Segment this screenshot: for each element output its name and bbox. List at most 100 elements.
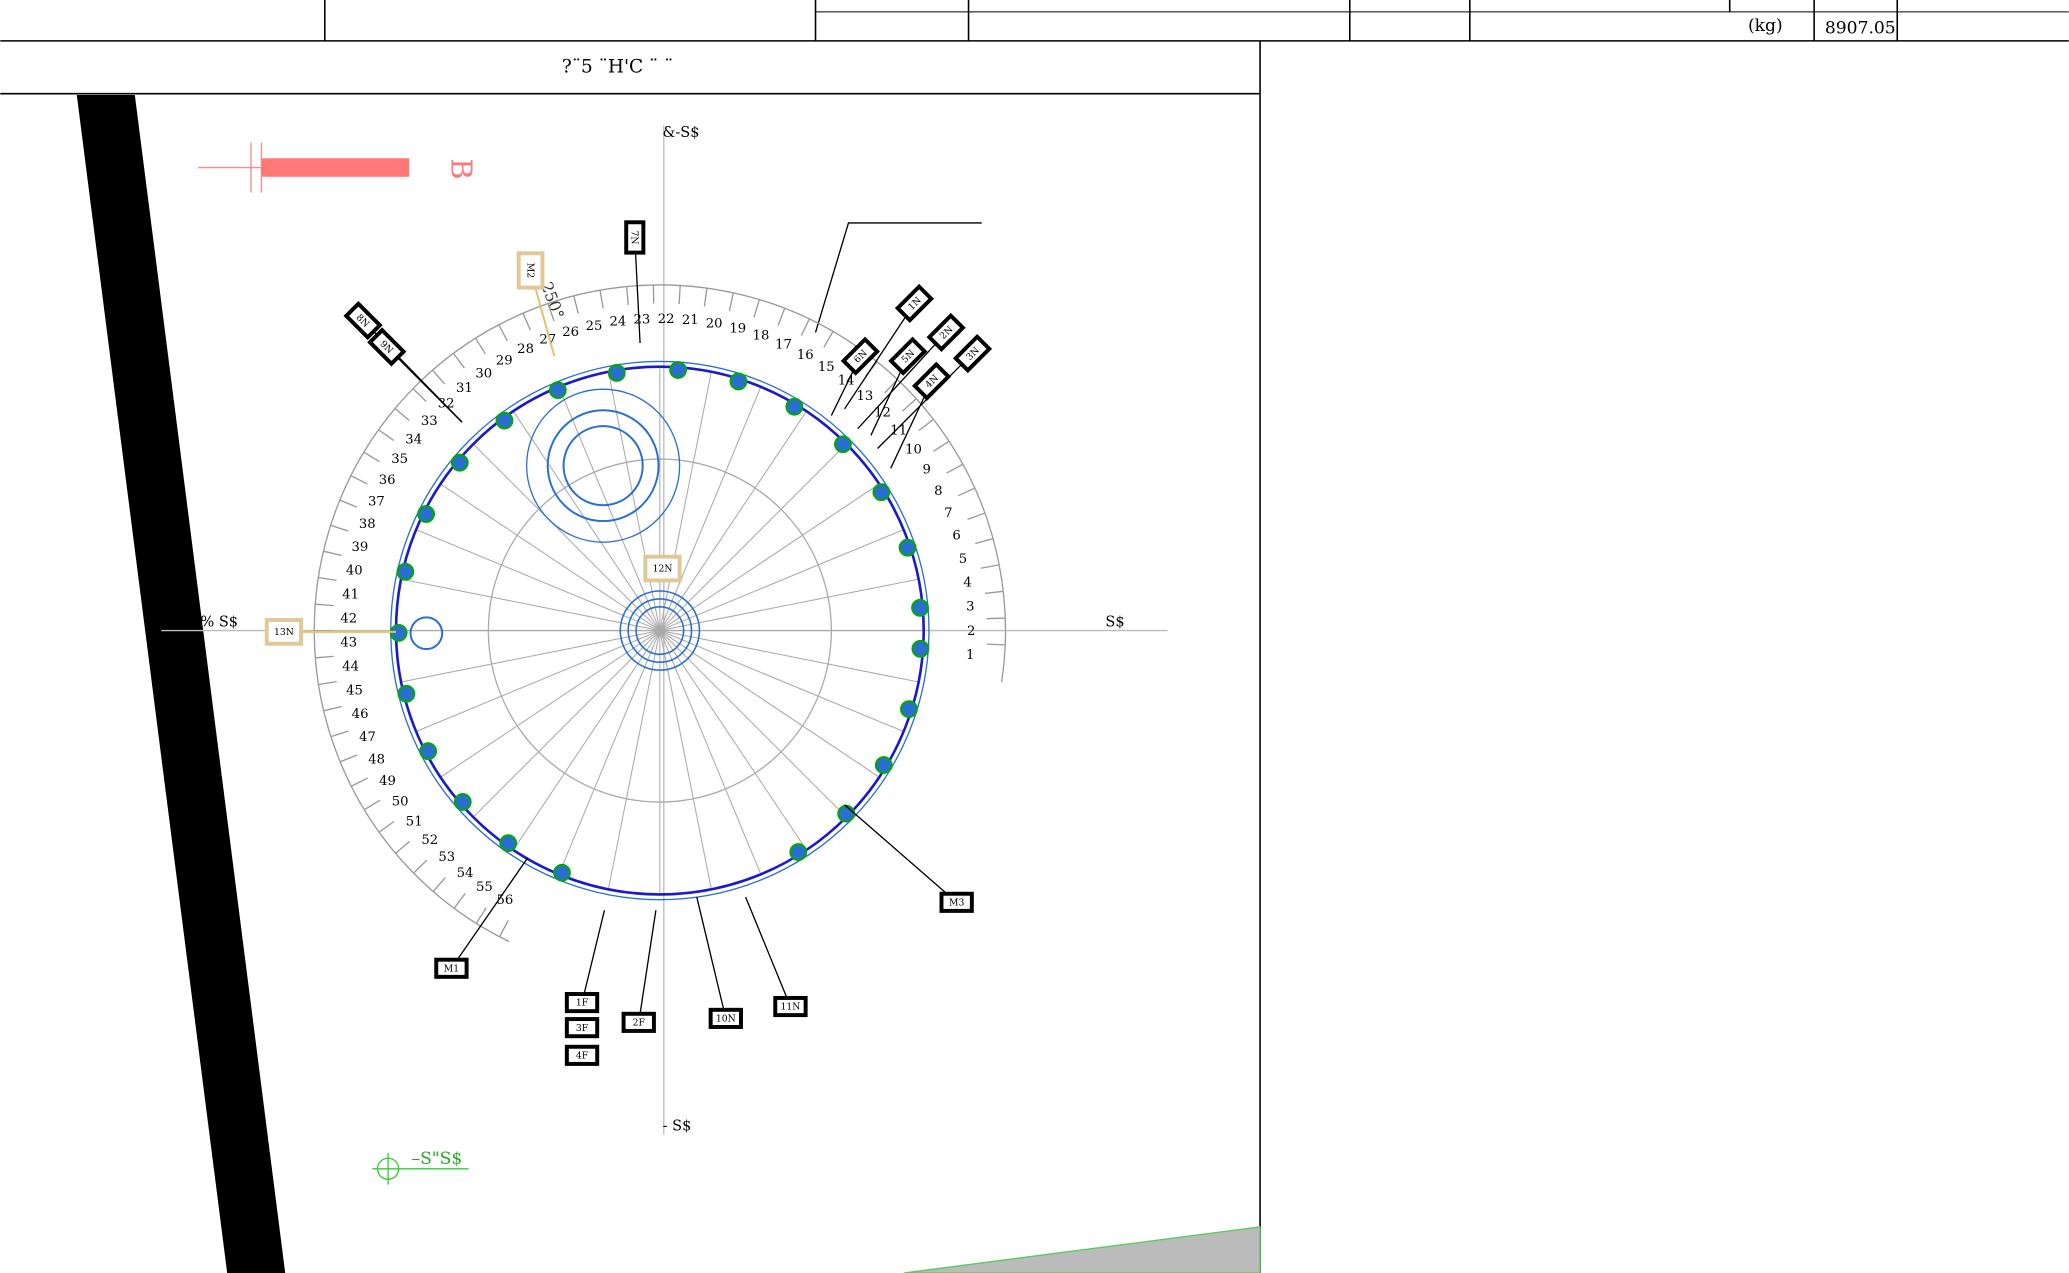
clip — [609, 365, 625, 381]
clip — [912, 600, 928, 616]
clip — [900, 540, 916, 556]
tag: 1N — [895, 284, 934, 323]
ring-tick — [318, 682, 336, 685]
ring-number: 26 — [562, 325, 579, 340]
clip — [452, 455, 468, 471]
ring-number: 8 — [934, 484, 942, 499]
clip — [876, 757, 892, 773]
clip — [790, 844, 806, 860]
title-block — [0, 0, 2068, 1273]
ring-tick — [778, 308, 785, 325]
clip — [397, 564, 413, 580]
ring-number: 56 — [497, 893, 514, 908]
clip — [670, 362, 686, 378]
ring-number: 20 — [706, 317, 723, 332]
ring-tick — [574, 296, 579, 314]
boxed-tag: M2 — [519, 253, 543, 287]
tag: 6N — [841, 337, 880, 376]
ring-number: 36 — [379, 473, 396, 488]
clip — [418, 506, 434, 522]
ring-number: 7 — [944, 506, 952, 521]
ring-number: 35 — [391, 452, 408, 467]
ring-number: 34 — [405, 432, 422, 447]
axis-label-bottom: - S$ — [663, 1119, 692, 1135]
boxed-tag: 13N — [267, 620, 301, 644]
ring-number: 46 — [352, 707, 369, 722]
ring-number: 25 — [586, 319, 603, 334]
ring-number: 19 — [729, 322, 746, 337]
ring-tick — [351, 476, 368, 484]
tag: M1 — [434, 958, 468, 979]
ring-number: 15 — [818, 360, 835, 375]
ring-tick — [396, 841, 410, 853]
ring-number: 3 — [966, 600, 974, 615]
tag: 2F — [622, 1012, 656, 1033]
ring-tick — [627, 287, 629, 305]
clip — [913, 641, 929, 657]
axis-label-top: &-S$ — [662, 125, 699, 141]
ring-number: 52 — [421, 833, 438, 848]
weight-value: 8907.05 — [1825, 19, 1896, 39]
ring-tick — [934, 441, 949, 451]
tag-label: 10N — [716, 1014, 736, 1025]
ring-number: 22 — [658, 312, 675, 327]
ring-tick — [364, 800, 380, 810]
ring-tick — [414, 860, 427, 873]
ring-number: 33 — [421, 414, 438, 429]
ring-number: 38 — [359, 517, 376, 532]
ring-number: 16 — [797, 348, 814, 363]
ring-number: 2 — [967, 624, 975, 639]
tag: 7N — [624, 220, 645, 254]
tag-label: M2 — [524, 263, 535, 278]
drawing-title: ?¨5 ¨H'C ¨ ¨ — [562, 56, 673, 77]
tag-label: 13N — [274, 627, 294, 638]
ring-tick — [958, 488, 975, 496]
clip — [399, 686, 415, 702]
tag-leader — [697, 897, 726, 1018]
ring-number: 31 — [456, 381, 473, 396]
clip — [835, 436, 851, 452]
tag-label: 11N — [781, 1002, 801, 1013]
tag: 2N — [927, 313, 966, 352]
tag-leader — [878, 354, 973, 449]
ring-number: 9 — [923, 463, 931, 478]
ring-number: 30 — [475, 366, 492, 381]
tag: 4F — [565, 1045, 599, 1066]
boxed-tag: 12N — [645, 557, 679, 581]
marker: B — [444, 158, 478, 179]
ring-tick — [340, 500, 357, 507]
tag: 3F — [565, 1017, 599, 1038]
ring-number: 43 — [340, 636, 357, 651]
page: (kg) 8907.05 ?¨5 ¨H'C ¨ ¨ B &-S$ S$ % S$… — [0, 0, 2069, 1273]
ring-tick — [453, 353, 464, 368]
tag-label: M3 — [949, 897, 964, 908]
ring-number: 39 — [351, 540, 368, 555]
leader — [816, 223, 982, 332]
ring-number: 47 — [359, 730, 376, 745]
ring-tick — [351, 778, 367, 786]
ring-tick — [499, 325, 508, 341]
ring-number: 42 — [340, 611, 357, 626]
ring-tick — [919, 419, 934, 430]
ring-tick — [987, 644, 1005, 645]
ring-tick — [903, 399, 917, 411]
clip — [786, 399, 802, 415]
ring-tick — [324, 707, 342, 711]
tag: 1F — [565, 992, 599, 1013]
ring-number: 21 — [682, 313, 699, 328]
clip — [554, 865, 570, 881]
ring-number: 24 — [609, 315, 626, 330]
ring-number: 18 — [753, 329, 770, 344]
ring-tick — [987, 618, 1005, 619]
ring-number: 5 — [959, 552, 967, 567]
ring-tick — [433, 878, 445, 892]
ring-number: 37 — [368, 494, 385, 509]
ring-tick — [968, 513, 985, 519]
ring-number: 28 — [517, 342, 534, 357]
ring-number: 13 — [857, 389, 874, 404]
ring-number: 48 — [368, 752, 385, 767]
ring-tick — [985, 591, 1003, 593]
weight-unit: (kg) — [1748, 16, 1783, 36]
clip — [497, 413, 513, 429]
ring-number: 4 — [963, 576, 971, 591]
